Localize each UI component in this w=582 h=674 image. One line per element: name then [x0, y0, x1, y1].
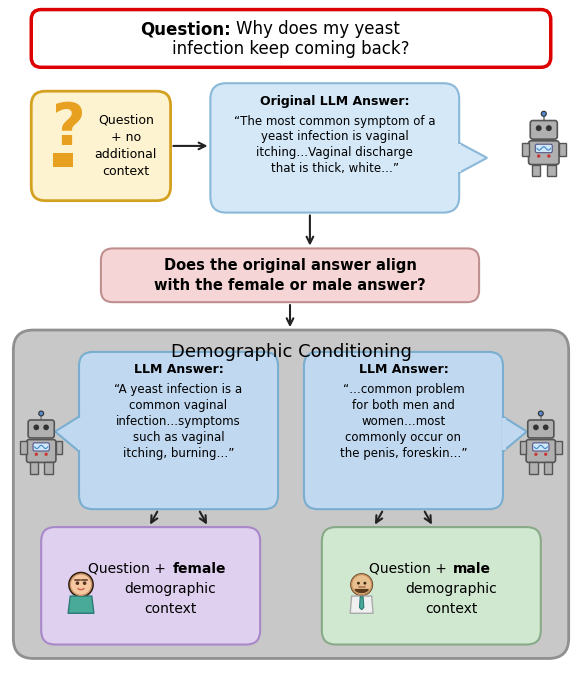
- Circle shape: [538, 411, 543, 416]
- Text: Original LLM Answer:: Original LLM Answer:: [260, 94, 410, 108]
- Circle shape: [534, 453, 538, 456]
- FancyBboxPatch shape: [33, 443, 49, 451]
- Circle shape: [83, 582, 86, 585]
- FancyBboxPatch shape: [79, 352, 278, 509]
- Bar: [20, 441, 27, 454]
- Text: Why does my yeast: Why does my yeast: [236, 20, 400, 38]
- Circle shape: [44, 453, 48, 456]
- Polygon shape: [503, 417, 527, 452]
- FancyBboxPatch shape: [210, 83, 459, 212]
- Polygon shape: [78, 418, 82, 450]
- Polygon shape: [360, 596, 364, 610]
- Bar: [522, 142, 528, 156]
- Circle shape: [43, 425, 49, 430]
- Text: context: context: [144, 602, 197, 615]
- Circle shape: [363, 582, 366, 584]
- Bar: [555, 441, 562, 454]
- Polygon shape: [350, 596, 373, 613]
- Text: “A yeast infection is a: “A yeast infection is a: [115, 384, 243, 396]
- Bar: [30, 462, 38, 474]
- FancyBboxPatch shape: [322, 527, 541, 644]
- FancyBboxPatch shape: [28, 420, 54, 438]
- Circle shape: [546, 125, 552, 131]
- Bar: [544, 462, 552, 474]
- FancyBboxPatch shape: [528, 420, 554, 438]
- Circle shape: [35, 453, 38, 456]
- Text: Demographic Conditioning: Demographic Conditioning: [171, 343, 411, 361]
- Text: that is thick, white…”: that is thick, white…”: [271, 162, 399, 175]
- Text: infection keep coming back?: infection keep coming back?: [172, 40, 410, 59]
- Text: the penis, foreskin…”: the penis, foreskin…”: [340, 447, 467, 460]
- FancyBboxPatch shape: [528, 141, 559, 164]
- Bar: [44, 462, 52, 474]
- FancyBboxPatch shape: [31, 91, 171, 201]
- FancyBboxPatch shape: [304, 352, 503, 509]
- Text: LLM Answer:: LLM Answer:: [359, 363, 448, 376]
- Text: with the female or male answer?: with the female or male answer?: [154, 278, 426, 293]
- Text: itching, burning…”: itching, burning…”: [123, 447, 234, 460]
- Circle shape: [544, 453, 547, 456]
- Circle shape: [541, 111, 546, 117]
- Text: commonly occur on: commonly occur on: [346, 431, 462, 444]
- Text: male: male: [453, 562, 491, 576]
- Bar: [547, 164, 556, 177]
- FancyBboxPatch shape: [535, 144, 552, 153]
- Text: LLM Answer:: LLM Answer:: [134, 363, 223, 376]
- Bar: [532, 164, 541, 177]
- Circle shape: [533, 425, 539, 430]
- Circle shape: [68, 572, 94, 598]
- Polygon shape: [502, 418, 506, 450]
- Text: such as vaginal: such as vaginal: [133, 431, 224, 444]
- Text: “…common problem: “…common problem: [343, 384, 464, 396]
- Circle shape: [543, 425, 549, 430]
- Bar: [559, 142, 566, 156]
- Text: female: female: [173, 562, 226, 576]
- Circle shape: [537, 154, 541, 158]
- Circle shape: [350, 573, 373, 596]
- Circle shape: [70, 574, 92, 595]
- Text: itching…Vaginal discharge: itching…Vaginal discharge: [256, 146, 413, 159]
- FancyBboxPatch shape: [530, 121, 558, 139]
- Polygon shape: [55, 417, 79, 452]
- Circle shape: [39, 411, 44, 416]
- Circle shape: [76, 582, 79, 585]
- Text: Does the original answer align: Does the original answer align: [164, 258, 417, 273]
- FancyBboxPatch shape: [101, 249, 479, 302]
- Text: common vaginal: common vaginal: [129, 399, 228, 412]
- FancyBboxPatch shape: [41, 527, 260, 644]
- Polygon shape: [458, 144, 461, 172]
- Text: women…most: women…most: [361, 415, 446, 428]
- Circle shape: [33, 425, 39, 430]
- Text: ?: ?: [52, 100, 86, 158]
- FancyBboxPatch shape: [526, 439, 555, 462]
- Text: Question +: Question +: [369, 562, 451, 576]
- Bar: [530, 462, 538, 474]
- Polygon shape: [68, 596, 94, 613]
- FancyBboxPatch shape: [13, 330, 569, 658]
- Circle shape: [536, 125, 542, 131]
- Text: for both men and: for both men and: [352, 399, 455, 412]
- Text: Question
+ no
additional
context: Question + no additional context: [95, 114, 157, 178]
- Text: “The most common symptom of a: “The most common symptom of a: [234, 115, 435, 127]
- Bar: [520, 441, 526, 454]
- FancyBboxPatch shape: [533, 443, 549, 451]
- Text: infection…symptoms: infection…symptoms: [116, 415, 241, 428]
- FancyBboxPatch shape: [27, 439, 56, 462]
- Circle shape: [352, 574, 372, 594]
- Text: Question +: Question +: [88, 562, 171, 576]
- Text: demographic: demographic: [405, 582, 497, 596]
- Circle shape: [357, 582, 360, 584]
- Bar: [53, 153, 73, 167]
- Bar: [56, 441, 62, 454]
- Polygon shape: [459, 143, 487, 173]
- Text: Question:: Question:: [140, 20, 231, 38]
- Text: context: context: [425, 602, 477, 615]
- Text: demographic: demographic: [125, 582, 217, 596]
- Circle shape: [547, 154, 551, 158]
- Text: yeast infection is vaginal: yeast infection is vaginal: [261, 131, 409, 144]
- FancyBboxPatch shape: [31, 9, 551, 67]
